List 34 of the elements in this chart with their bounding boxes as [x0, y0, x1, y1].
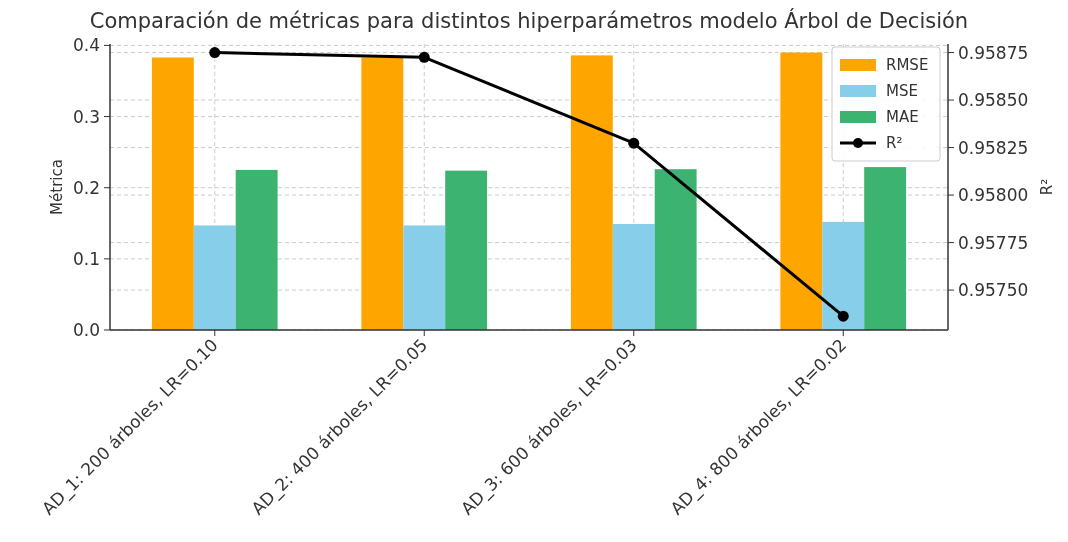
y2-tick-label: 0.95800: [958, 185, 1029, 206]
bar: [361, 57, 404, 330]
y2-tick-label: 0.95775: [958, 232, 1029, 253]
y2-tick-label: 0.95875: [958, 42, 1029, 63]
y-tick-label: 0.2: [72, 177, 100, 198]
legend-label: MAE: [886, 108, 919, 127]
bar: [403, 225, 446, 330]
bar: [864, 167, 907, 330]
bar: [151, 57, 194, 330]
bar: [780, 52, 823, 330]
y-tick-label: 0.3: [72, 106, 100, 127]
legend-label: MSE: [886, 82, 918, 101]
point: [628, 137, 640, 149]
legend-label: R²: [886, 134, 903, 153]
y2-tick-label: 0.95750: [958, 280, 1029, 301]
y-axis-title: Métrica: [48, 159, 66, 215]
y-tick-label: 0.4: [72, 35, 100, 56]
y-tick-label: 0.1: [72, 248, 100, 269]
point: [418, 51, 430, 63]
point: [209, 47, 221, 59]
y2-axis-title: R²: [1038, 178, 1056, 196]
bar: [193, 225, 236, 330]
bar: [235, 169, 278, 330]
bar: [822, 221, 865, 330]
legend-label: RMSE: [886, 56, 929, 75]
y2-tick-label: 0.95850: [958, 90, 1029, 111]
bar: [654, 169, 697, 330]
y-tick-label: 0.0: [72, 319, 100, 340]
bar: [612, 224, 655, 330]
y2-tick-label: 0.95825: [958, 137, 1029, 158]
chart-title: Comparación de métricas para distintos hiperparámetros modelo Árbol de Decisión: [89, 8, 969, 33]
bar: [570, 55, 613, 330]
point: [837, 310, 849, 322]
bar: [445, 170, 488, 330]
